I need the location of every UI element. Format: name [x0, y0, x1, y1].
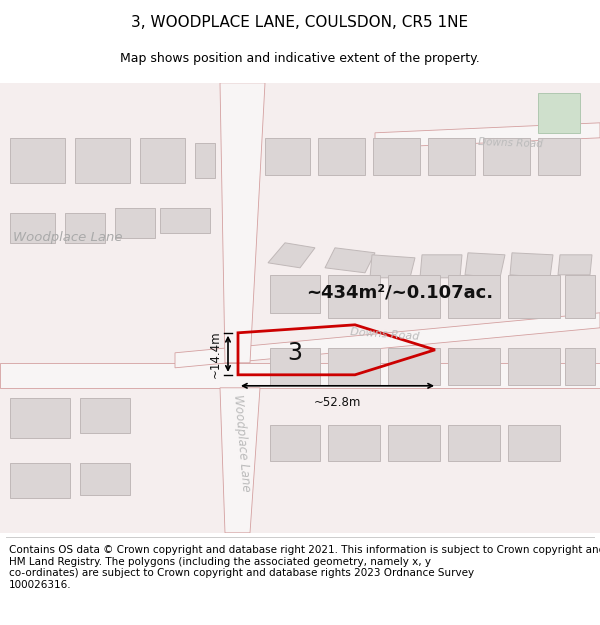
Polygon shape: [373, 138, 420, 175]
Polygon shape: [420, 255, 462, 278]
Polygon shape: [220, 82, 265, 362]
Polygon shape: [10, 398, 70, 437]
Polygon shape: [80, 462, 130, 495]
Polygon shape: [268, 242, 315, 268]
Text: Downs Road: Downs Road: [478, 137, 542, 149]
Polygon shape: [508, 348, 560, 385]
Text: 3: 3: [287, 341, 302, 365]
Polygon shape: [10, 462, 70, 498]
Polygon shape: [270, 348, 320, 385]
Polygon shape: [448, 348, 500, 385]
Polygon shape: [483, 138, 530, 175]
Polygon shape: [270, 275, 320, 312]
Polygon shape: [538, 138, 580, 175]
Polygon shape: [448, 275, 500, 318]
Polygon shape: [328, 275, 380, 318]
Polygon shape: [508, 275, 560, 318]
Polygon shape: [0, 362, 600, 388]
Polygon shape: [388, 425, 440, 461]
Polygon shape: [318, 138, 365, 175]
Polygon shape: [195, 142, 215, 177]
Polygon shape: [388, 348, 440, 385]
Polygon shape: [565, 348, 595, 385]
Polygon shape: [510, 253, 553, 278]
Text: ~52.8m: ~52.8m: [314, 396, 361, 409]
Polygon shape: [75, 138, 130, 182]
Text: Map shows position and indicative extent of the property.: Map shows position and indicative extent…: [120, 52, 480, 65]
Polygon shape: [508, 425, 560, 461]
Text: Woodplace Lane: Woodplace Lane: [231, 394, 253, 492]
Polygon shape: [328, 348, 380, 385]
Polygon shape: [140, 138, 185, 182]
Polygon shape: [220, 388, 260, 532]
Text: ~434m²/~0.107ac.: ~434m²/~0.107ac.: [307, 284, 494, 302]
Polygon shape: [538, 92, 580, 132]
Polygon shape: [65, 213, 105, 243]
Polygon shape: [558, 255, 592, 275]
Polygon shape: [565, 275, 595, 318]
Text: ~14.4m: ~14.4m: [209, 330, 222, 378]
Polygon shape: [265, 138, 310, 175]
Polygon shape: [428, 138, 475, 175]
Polygon shape: [160, 208, 210, 232]
Text: Downs Road: Downs Road: [350, 328, 420, 342]
Polygon shape: [375, 122, 600, 148]
Polygon shape: [325, 248, 375, 272]
Polygon shape: [115, 208, 155, 238]
Polygon shape: [370, 255, 415, 278]
Polygon shape: [175, 312, 600, 368]
Polygon shape: [388, 275, 440, 318]
Polygon shape: [270, 425, 320, 461]
Polygon shape: [80, 398, 130, 432]
Polygon shape: [465, 253, 505, 278]
Polygon shape: [448, 425, 500, 461]
Text: 3, WOODPLACE LANE, COULSDON, CR5 1NE: 3, WOODPLACE LANE, COULSDON, CR5 1NE: [131, 15, 469, 30]
Text: Contains OS data © Crown copyright and database right 2021. This information is : Contains OS data © Crown copyright and d…: [9, 545, 600, 590]
Polygon shape: [10, 213, 55, 243]
Text: Woodplace Lane: Woodplace Lane: [13, 231, 123, 244]
Polygon shape: [328, 425, 380, 461]
Polygon shape: [10, 138, 65, 182]
